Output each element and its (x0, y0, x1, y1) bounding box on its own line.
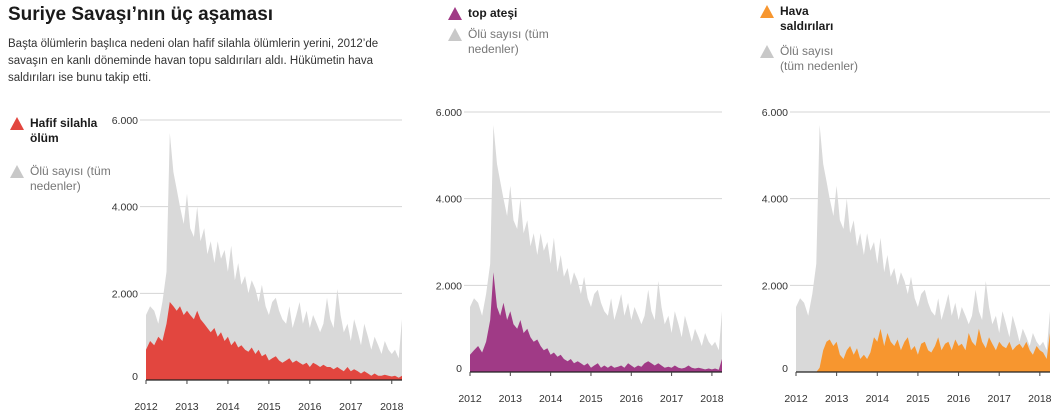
legend-panel-1: Hafif silahla ölüm Ölü sayısı (tüm neden… (10, 116, 114, 212)
y-tick-label: 4.000 (112, 202, 138, 214)
area-total-deaths (470, 125, 722, 372)
chart-panel-2: 6.000 4.000 2.000 0 2012 2013 2014 2015 2016 2017… (436, 107, 724, 405)
triangle-icon (10, 165, 24, 178)
x-tick-label: 2016 (947, 393, 971, 405)
legend-label: Hafif silahla ölüm (30, 116, 98, 145)
x-tick-label: 2012 (784, 393, 808, 405)
area-airstrikes (796, 328, 1050, 372)
legend-item-total-deaths: Ölü sayısı (tüm nedenler) (448, 27, 568, 57)
x-tick-label: 2018 (700, 393, 724, 405)
chart-panel-3: 6.000 4.000 2.000 0 2012 2013 2014 2015 2016 2017… (762, 107, 1052, 405)
legend-item-total-deaths: Ölü sayısı (tüm nedenler) (760, 44, 860, 74)
x-tick-label: 2014 (866, 393, 890, 405)
area-total-deaths (146, 133, 402, 380)
legend-item-total-deaths: Ölü sayısı (tüm nedenler) (10, 164, 114, 194)
chart-panel-1: 6.000 4.000 2.000 0 2012 2013 2014 2015 2016 2017… (112, 115, 404, 413)
legend-item-airstrikes: Hava saldırıları (760, 4, 860, 34)
legend-label: top ateşi (468, 6, 518, 20)
y-tick-label: 6.000 (436, 107, 462, 119)
area-shelling (470, 272, 722, 372)
x-tick-label: 2013 (825, 393, 849, 405)
x-tick-label: 2016 (620, 393, 644, 405)
triangle-icon (448, 28, 462, 41)
y-tick-label: 0 (456, 363, 462, 375)
x-tick-label: 2015 (906, 393, 930, 405)
area-small-arms (146, 302, 402, 380)
x-tick-label: 2017 (339, 401, 363, 413)
page-subtitle: Başta ölümlerin başlıca nedeni olan hafi… (8, 38, 379, 84)
triangle-icon (760, 5, 774, 18)
y-tick-label: 4.000 (762, 194, 788, 206)
legend-label: Ölü sayısı (tüm nedenler) (780, 44, 859, 73)
x-tick-label: 2018 (380, 401, 404, 413)
x-tick-label: 2017 (660, 393, 684, 405)
y-tick-label: 2.000 (112, 288, 138, 300)
x-tick-label: 2015 (257, 401, 281, 413)
x-tick-label: 2013 (175, 401, 199, 413)
x-tick-label: 2014 (216, 401, 240, 413)
triangle-icon (448, 7, 462, 20)
y-tick-label: 6.000 (112, 115, 138, 127)
page-title: Suriye Savaşı’nın üç aşaması (8, 4, 274, 25)
y-tick-label: 4.000 (436, 194, 462, 206)
x-tick-label: 2013 (499, 393, 523, 405)
triangle-icon (10, 117, 24, 130)
y-tick-label: 2.000 (762, 280, 788, 292)
y-tick-label: 0 (132, 371, 138, 383)
legend-label: Ölü sayısı (tüm nedenler) (468, 27, 549, 56)
legend-item-shelling: top ateşi (448, 6, 568, 21)
x-tick-label: 2012 (134, 401, 158, 413)
legend-label: Hava saldırıları (780, 4, 834, 33)
x-tick-label: 2014 (539, 393, 563, 405)
x-tick-label: 2017 (988, 393, 1012, 405)
legend-panel-3: Hava saldırıları Ölü sayısı (tüm nedenle… (760, 4, 860, 92)
x-tick-label: 2012 (458, 393, 482, 405)
x-tick-label: 2018 (1028, 393, 1052, 405)
legend-panel-2: top ateşi Ölü sayısı (tüm nedenler) (448, 6, 568, 75)
x-tick-label: 2016 (298, 401, 322, 413)
legend-label: Ölü sayısı (tüm nedenler) (30, 164, 111, 193)
y-tick-label: 2.000 (436, 280, 462, 292)
area-total-deaths (796, 125, 1050, 372)
x-tick-label: 2015 (579, 393, 603, 405)
y-tick-label: 0 (782, 363, 788, 375)
triangle-icon (760, 45, 774, 58)
legend-item-small-arms: Hafif silahla ölüm (10, 116, 114, 146)
y-tick-label: 6.000 (762, 107, 788, 119)
